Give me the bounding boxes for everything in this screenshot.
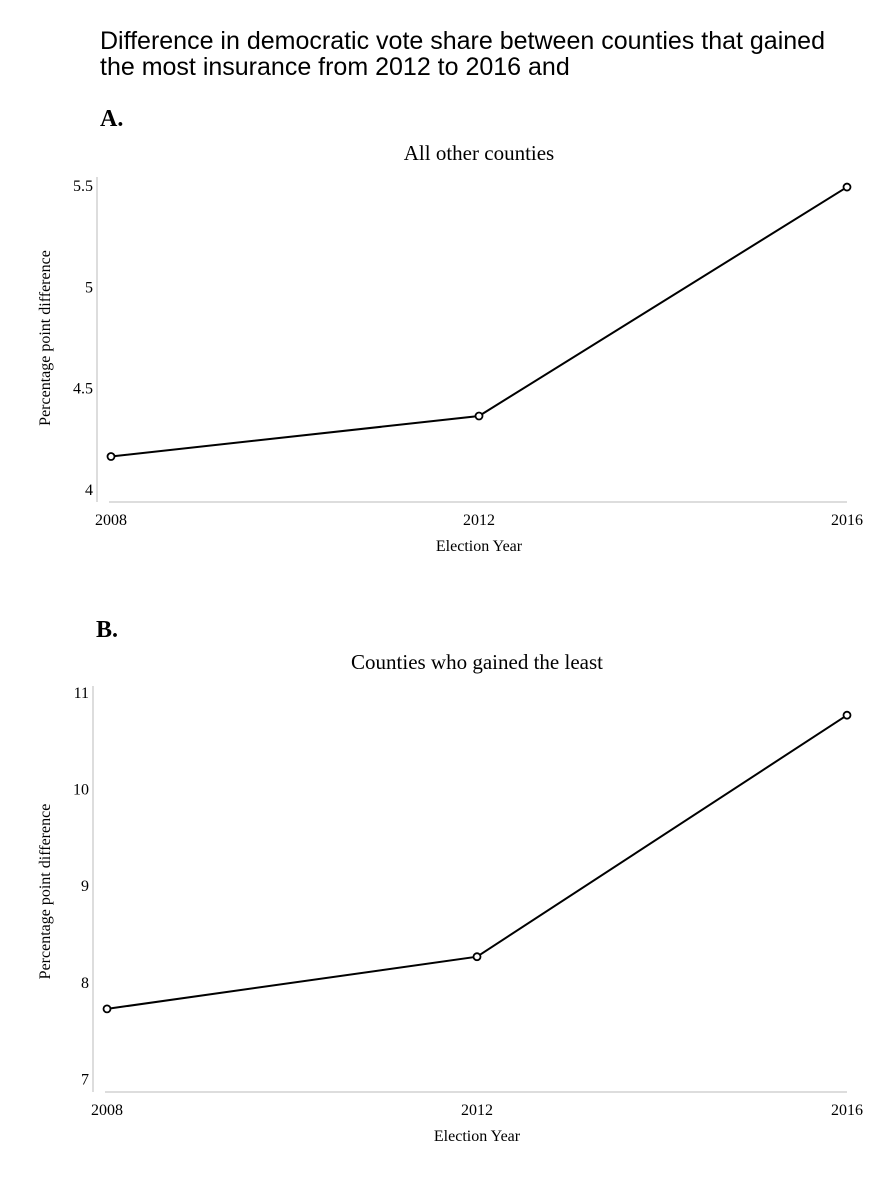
x-tick-label: 2008 [91,1102,123,1119]
x-axis-label: Election Year [434,1128,521,1145]
y-tick-label: 10 [73,782,89,799]
chart-b: Counties who gained the least 7 8 9 10 11 2008… [37,650,863,1145]
y-axis-label: Percentage point difference [37,250,54,426]
panel-a-label: A. [100,106,124,132]
x-tick-label: 2012 [461,1102,493,1119]
y-tick-label: 9 [81,878,89,895]
y-tick-label: 11 [74,685,89,702]
figure-title: Difference in democratic vote share betw… [100,27,825,81]
data-point [102,1004,112,1014]
y-tick-label: 7 [81,1071,89,1088]
x-tick-label: 2012 [463,512,495,529]
data-point [842,710,852,720]
series-line [106,714,848,1010]
data-point [472,952,482,962]
y-tick-label: 4 [85,482,93,499]
data-point [474,411,484,421]
x-axis-label: Election Year [436,538,523,555]
data-point [842,182,852,192]
x-tick-label: 2016 [831,1102,863,1119]
panel-b-label: B. [96,617,119,643]
y-tick-label: 4.5 [73,381,93,398]
y-tick-label: 5.5 [73,178,93,195]
chart-a: All other counties 4 4.5 5 5.5 2008 2012 2016 El… [37,141,863,555]
x-tick-label: 2008 [95,512,127,529]
chart-title: All other counties [404,141,554,165]
y-axis-label: Percentage point difference [37,804,54,980]
x-tick-label: 2016 [831,512,863,529]
data-point [106,452,116,461]
y-tick-label: 5 [85,279,93,296]
y-tick-label: 8 [81,975,89,992]
chart-title: Counties who gained the least [351,650,603,674]
